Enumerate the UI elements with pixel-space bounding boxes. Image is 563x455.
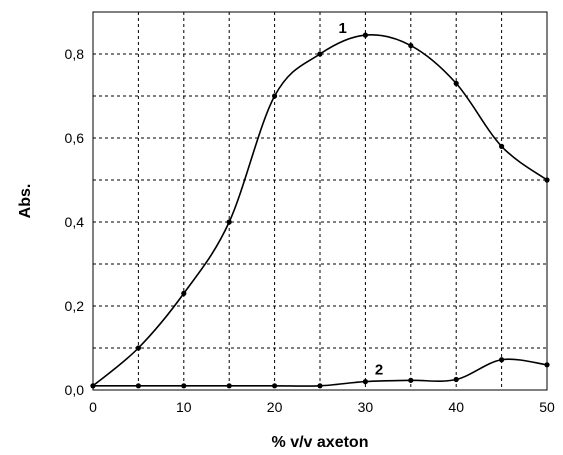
series-1-point: [181, 290, 187, 296]
series-1-line: [92, 34, 548, 387]
grid: [93, 12, 547, 390]
plot-frame: [92, 11, 548, 391]
series-2-label: 2: [375, 362, 383, 379]
series-1-point: [317, 51, 323, 57]
series-1-point: [408, 43, 414, 49]
y-tick-label: 0,0: [65, 382, 85, 398]
x-axis-label: % v/v axeton: [272, 434, 369, 451]
series-2-point: [317, 383, 323, 389]
series-1-point: [499, 143, 505, 149]
y-axis-label: Abs.: [17, 184, 34, 219]
x-tick-label: 10: [176, 399, 192, 415]
series: 12: [90, 20, 550, 389]
series-2-point: [408, 377, 414, 383]
series-2-point: [272, 383, 278, 389]
series-1-point: [453, 80, 459, 86]
x-tick-label: 50: [539, 399, 555, 415]
y-tick-label: 0,2: [65, 298, 85, 314]
y-tick-label: 0,8: [65, 46, 85, 62]
x-tick-label: 30: [358, 399, 374, 415]
series-2-point: [226, 383, 232, 389]
x-tick-label: 40: [448, 399, 464, 415]
series-2-point: [362, 379, 368, 385]
x-tick-label: 0: [89, 399, 97, 415]
x-axis-ticks: 0 10 20 30 40 50: [89, 399, 555, 415]
series-2-point: [544, 362, 550, 368]
x-tick-label: 20: [267, 399, 283, 415]
series-1-point: [226, 219, 232, 225]
y-tick-label: 0,6: [65, 130, 85, 146]
series-2-point: [135, 383, 141, 389]
series-1-point: [272, 93, 278, 99]
series-2-point: [90, 383, 96, 389]
series-2-point: [181, 383, 187, 389]
y-axis-ticks: 0,0 0,2 0,4 0,6 0,8: [65, 46, 85, 398]
series-1-point: [362, 32, 368, 38]
series-1-label: 1: [339, 20, 347, 37]
series-2-point: [499, 357, 505, 363]
series-1-point: [135, 345, 141, 351]
y-tick-label: 0,4: [65, 214, 85, 230]
series-2-point: [453, 376, 459, 383]
series-1-point: [544, 177, 550, 183]
